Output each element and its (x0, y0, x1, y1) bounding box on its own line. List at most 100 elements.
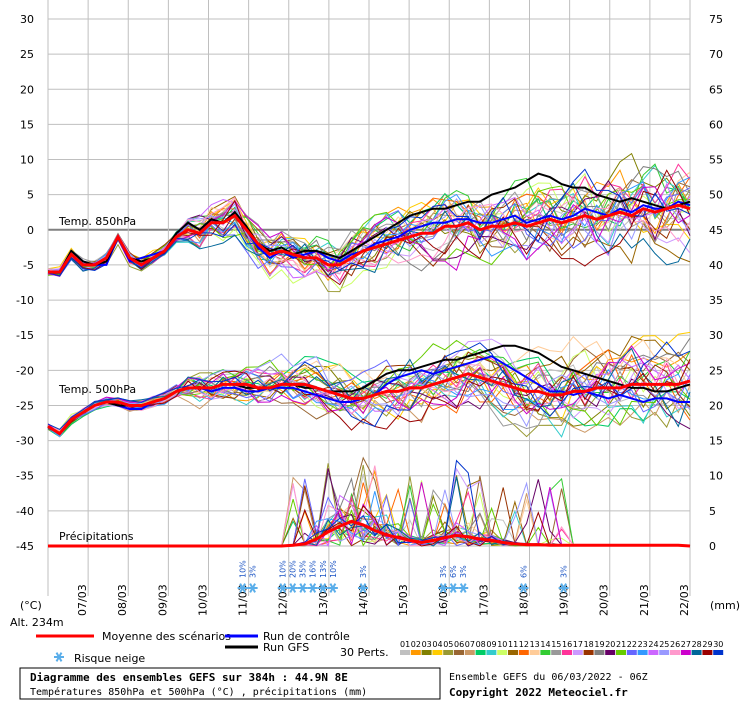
pert-legend-label: 09 (486, 640, 496, 649)
pert-22-t850 (47, 184, 691, 278)
snow-risk-marker: 3% (458, 565, 469, 593)
pert-legend-label: 13 (530, 640, 540, 649)
snow-risk-marker: 3% (438, 565, 449, 593)
pert-legend-label: 04 (432, 640, 442, 649)
pert-legend-swatch (702, 650, 713, 655)
perturbation-legend: 01 02 03 04 05 06 07 08 09 10 11 12 13 14 15 16 17 18 19 20… (400, 640, 723, 655)
snow-risk-marker: 3% (247, 565, 258, 593)
snow-risk-pct: 10% (279, 560, 288, 578)
pert-27-t850 (47, 186, 691, 277)
footer-run-info: Ensemble GEFS du 06/03/2022 - 06Z (449, 672, 648, 683)
legend-snow-icon (54, 652, 64, 662)
pert-legend-swatch (410, 650, 421, 655)
pert-legend-label: 24 (648, 640, 658, 649)
pert-legend-swatch (605, 650, 616, 655)
legend-mean-label: Moyenne des scénarios (102, 630, 231, 643)
pert-legend-swatch (464, 650, 475, 655)
legend-snow-label: Risque neige (74, 652, 145, 665)
snow-risk-pct: 3% (459, 565, 468, 578)
footer-copyright: Copyright 2022 Meteociel.fr (449, 686, 628, 699)
pert-legend-swatch (670, 650, 680, 655)
y-tick-left: 5 (27, 189, 34, 202)
x-tick-label: 15/03 (397, 584, 410, 616)
pert-legend-label: 22 (627, 640, 637, 649)
pert-legend-label: 10 (497, 640, 507, 649)
footer-title: Diagramme des ensembles GEFS sur 384h : … (30, 671, 348, 684)
panel-label-t850: Temp. 850hPa (58, 215, 136, 228)
y-tick-left: 15 (20, 118, 34, 131)
pert-27-t500 (47, 345, 691, 435)
y-tick-right: 75 (709, 13, 723, 26)
snow-risk-marker: 10% (237, 560, 248, 593)
snow-risk-pct: 16% (309, 560, 318, 578)
x-tick-label: 14/03 (357, 584, 370, 616)
x-tick-label: 18/03 (517, 584, 530, 616)
pert-legend-swatch (486, 650, 497, 655)
y-tick-right: 70 (709, 48, 723, 61)
pert-28-t850 (47, 182, 691, 276)
pert-legend-swatch (475, 650, 486, 655)
x-tick-label: 07/03 (76, 584, 89, 616)
pert-legend-swatch (594, 650, 605, 655)
snow-risk-pct: 35% (299, 560, 308, 578)
mean-t500-line (47, 372, 691, 436)
snow-risk-pct: 6% (449, 565, 458, 578)
snow-risk-marker: 3% (558, 565, 569, 593)
pert-legend-label: 20 (605, 640, 615, 649)
pert-legend-swatch (659, 650, 670, 655)
snow-risk-marker: 6% (448, 565, 459, 593)
y-tick-right: 60 (709, 118, 723, 131)
control-t850-line (48, 200, 691, 273)
pert-25-t500 (47, 353, 691, 435)
y-tick-right: 55 (709, 154, 723, 167)
y-tick-right: 35 (709, 294, 723, 307)
y-tick-left: -40 (16, 505, 34, 518)
snow-risk-pct: 13% (319, 560, 328, 578)
pert-legend-label: 15 (551, 640, 561, 649)
pert-legend-swatch (443, 650, 454, 655)
pert-legend-label: 19 (594, 640, 604, 649)
pert-legend-label: 06 (454, 640, 464, 649)
pert-legend-label: 11 (508, 640, 518, 649)
y-tick-left: -20 (16, 364, 34, 377)
legend-perts-label: 30 Perts. (340, 646, 389, 659)
pert-legend-label: 23 (638, 640, 648, 649)
pert-legend-label: 12 (519, 640, 529, 649)
pert-legend-swatch (626, 650, 637, 655)
pert-legend-swatch (680, 650, 691, 655)
pert-legend-swatch (616, 650, 626, 655)
altitude-label: Alt. 234m (10, 616, 64, 629)
y-tick-right: 10 (709, 470, 723, 483)
pert-legend-swatch (551, 650, 562, 655)
snow-risk-pct: 3% (560, 565, 569, 578)
pert-legend-swatch (400, 650, 410, 655)
snow-risk-pct: 3% (249, 565, 258, 578)
left-unit-label: (°C) (20, 599, 42, 612)
pert-30-t500 (47, 341, 691, 431)
snow-risk-marker: 35% (297, 560, 308, 593)
x-tick-label: 11/03 (237, 584, 250, 616)
pert-legend-swatch (713, 650, 724, 655)
x-tick-label: 20/03 (598, 584, 611, 616)
snow-risk-pct: 10% (329, 560, 338, 578)
pert-legend-swatch (529, 650, 540, 655)
chart-grid (47, 0, 691, 596)
y-tick-left: 10 (20, 154, 34, 167)
y-tick-left: -35 (16, 470, 34, 483)
pert-legend-label: 28 (692, 640, 702, 649)
snow-risk-pct: 6% (519, 565, 528, 578)
panel-label-precip: Précipitations (59, 530, 134, 543)
pert-legend-swatch (691, 650, 702, 655)
y-tick-right: 30 (709, 329, 723, 342)
snow-risk-marker: 16% (307, 560, 318, 593)
pert-legend-swatch (518, 650, 529, 655)
pert-legend-label: 27 (681, 640, 691, 649)
pert-legend-label: 03 (422, 640, 432, 649)
x-tick-label: 08/03 (116, 584, 129, 616)
legend-gfs-label: Run GFS (263, 641, 309, 654)
y-tick-right: 45 (709, 224, 723, 237)
pert-legend-label: 14 (540, 640, 550, 649)
pert-legend-swatch (454, 650, 464, 655)
snow-risk-pct: 10% (239, 560, 248, 578)
pert-legend-label: 05 (443, 640, 453, 649)
